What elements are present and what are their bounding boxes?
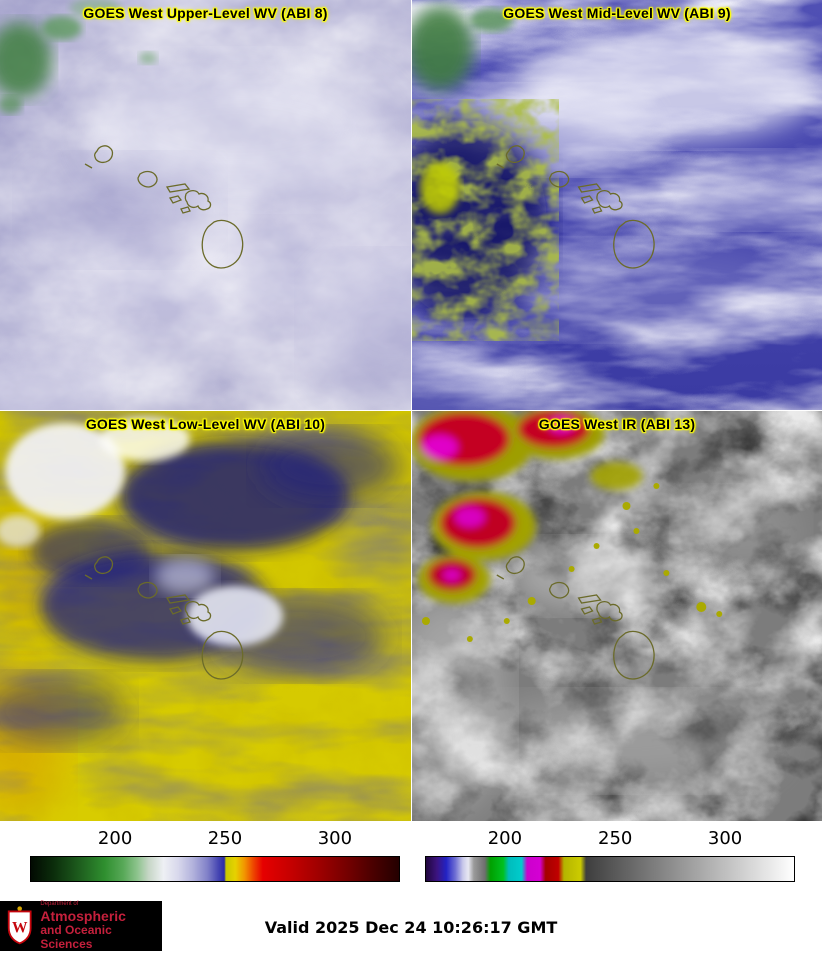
colorbar-tick-label: 250: [207, 828, 243, 849]
ir-colorbar-gradient: [425, 856, 795, 882]
wv-colorbar: 200 250 300: [30, 821, 400, 895]
colorbar-section: 200 250 300 200 250 300: [0, 821, 822, 895]
logo-line-oceanic: and Oceanic Sciences: [40, 923, 112, 952]
satellite-panel-grid: GOES West Upper-Level WV (ABI 8) GOES We…: [0, 0, 822, 821]
panel-ir: GOES West IR (ABI 13): [412, 411, 822, 821]
bright-cloud: [5, 423, 125, 519]
panel-mid-level-wv: GOES West Mid-Level WV (ABI 9): [412, 0, 822, 410]
logo-line-department: Department of: [40, 900, 79, 907]
panel-title-abi8: GOES West Upper-Level WV (ABI 8): [83, 5, 328, 21]
logo-line-atmospheric: Atmospheric: [40, 908, 126, 925]
colorbar-tick-label: 250: [597, 828, 633, 849]
colorbar-tick-label: 300: [317, 828, 353, 849]
colorbar-tick-label: 200: [97, 828, 133, 849]
wv-colorbar-gradient: [30, 856, 400, 882]
valid-time-label: Valid 2025 Dec 24 10:26:17 GMT: [264, 918, 558, 937]
green-cold-patch: [412, 6, 474, 90]
cold-cloud-tops: [412, 411, 643, 603]
footer: W Department of Atmospheric and Oceanic …: [0, 895, 822, 954]
panel-title-abi10: GOES West Low-Level WV (ABI 10): [85, 416, 326, 432]
panel-title-abi9: GOES West Mid-Level WV (ABI 9): [503, 5, 731, 21]
logo-text: Department of Atmospheric and Oceanic Sc…: [40, 900, 156, 952]
satellite-image-abi10: [0, 411, 411, 821]
satellite-image-abi9: [412, 0, 822, 410]
ir-colorbar: 200 250 300: [425, 821, 795, 895]
ir-colorbar-ticks: 200 250 300: [425, 821, 795, 855]
satellite-image-abi8: [0, 0, 411, 410]
aos-department-logo: W Department of Atmospheric and Oceanic …: [0, 901, 162, 951]
colorbar-tick-label: 200: [487, 828, 523, 849]
panel-title-abi13: GOES West IR (ABI 13): [538, 416, 696, 432]
colorbar-tick-label: 300: [707, 828, 743, 849]
dry-air-texture: [412, 110, 552, 330]
green-cold-patch: [0, 22, 52, 98]
crest-monogram: W: [12, 919, 28, 936]
wv-colorbar-ticks: 200 250 300: [30, 821, 400, 855]
uw-crest-icon: W: [7, 906, 32, 945]
cold-speck-markers: [421, 483, 723, 642]
panel-upper-level-wv: GOES West Upper-Level WV (ABI 8): [0, 0, 411, 410]
panel-low-level-wv: GOES West Low-Level WV (ABI 10): [0, 411, 411, 821]
satellite-image-abi13: [412, 411, 822, 821]
